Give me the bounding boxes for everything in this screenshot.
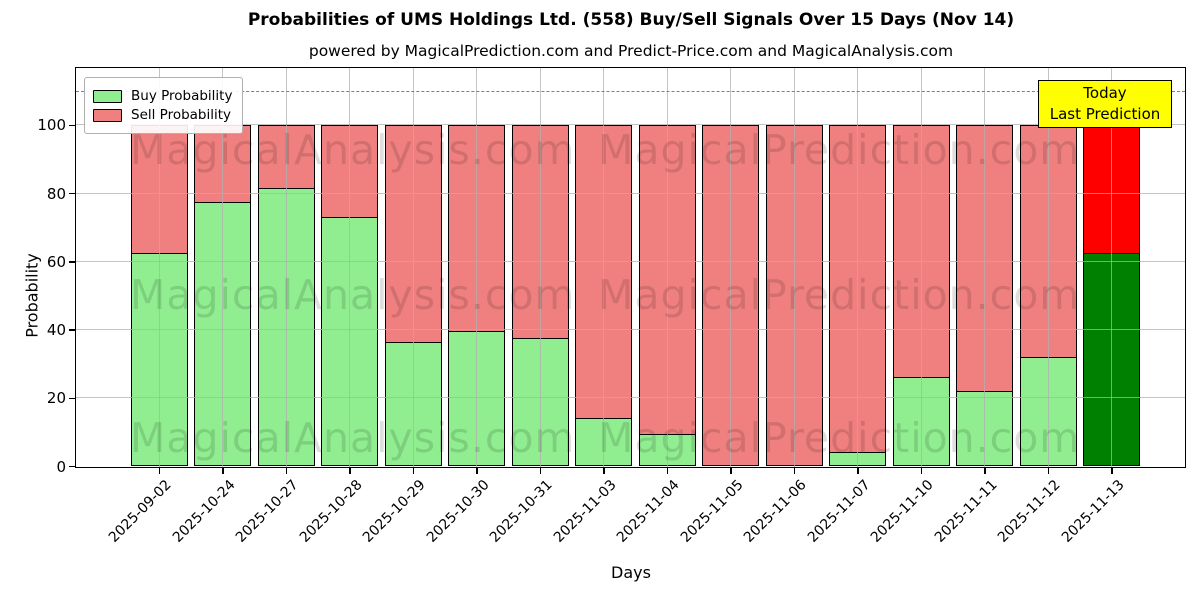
legend-label-buy: Buy Probability [131, 88, 233, 104]
gridline-h-80 [76, 192, 1185, 194]
legend-entry-sell: Sell Probability [93, 107, 232, 123]
today-annotation-line2: Last Prediction [1049, 105, 1161, 123]
x-tick [730, 468, 732, 474]
gridline-v [730, 68, 731, 467]
legend: Buy Probability Sell Probability [84, 77, 244, 134]
x-tick [857, 468, 859, 474]
gridline-h-60 [76, 260, 1185, 262]
x-tick-label: 2025-11-05 [677, 477, 747, 546]
today-annotation-line1: Today [1083, 84, 1127, 102]
plot-area: Buy Probability Sell Probability Today L… [75, 67, 1186, 468]
gridline-v [1047, 68, 1049, 467]
gridline-v [158, 68, 160, 467]
y-tick-0 [69, 465, 75, 468]
gridline-v [984, 68, 985, 467]
x-tick-label: 2025-11-10 [867, 477, 937, 546]
x-tick-label: 2025-10-29 [359, 477, 429, 546]
y-tick-100 [69, 124, 75, 127]
x-tick [984, 468, 986, 474]
gridline-v [1111, 68, 1112, 467]
x-tick-label: 2025-11-03 [550, 477, 620, 546]
gridline-v [476, 68, 477, 467]
buy-probability-swatch [93, 89, 122, 103]
gridline-v [603, 68, 604, 467]
x-tick-label: 2025-10-30 [423, 477, 493, 546]
x-tick-label: 2025-11-07 [804, 477, 874, 546]
x-tick-label: 2025-10-28 [296, 477, 366, 546]
dashed-threshold-line [76, 90, 1185, 92]
x-tick [412, 468, 415, 474]
x-tick-label: 2025-11-11 [931, 477, 1001, 546]
x-tick [1111, 468, 1113, 474]
y-axis-label: Probability [22, 253, 42, 338]
x-tick-label: 2025-09-02 [105, 477, 175, 546]
chart-title: Probabilities of UMS Holdings Ltd. (558)… [247, 10, 1015, 30]
gridline-h-20 [76, 397, 1185, 399]
gridline-v [666, 68, 668, 467]
y-tick-label-0: 0 [56, 457, 66, 476]
x-tick-label: 2025-11-06 [740, 477, 810, 546]
y-tick-label-20: 20 [46, 389, 66, 408]
today-annotation: Today Last Prediction [1038, 80, 1172, 128]
chart-subtitle: powered by MagicalPrediction.com and Pre… [308, 42, 954, 60]
legend-entry-buy: Buy Probability [93, 88, 232, 104]
gridline-v [349, 68, 350, 467]
gridline-v [222, 68, 223, 467]
x-tick-label: 2025-10-27 [232, 477, 302, 546]
y-tick-60 [69, 261, 75, 263]
x-tick-label: 2025-11-13 [1058, 477, 1128, 546]
x-tick-label: 2025-10-24 [169, 477, 239, 546]
x-tick [666, 468, 669, 474]
x-axis-label: Days [611, 563, 651, 582]
y-tick-20 [69, 397, 75, 399]
sell-probability-swatch [93, 108, 122, 122]
gridline-v [539, 68, 541, 467]
y-tick-label-60: 60 [46, 252, 66, 271]
y-tick-80 [69, 192, 75, 195]
gridline-v [920, 68, 922, 467]
x-tick [349, 468, 351, 474]
x-tick-label: 2025-10-31 [486, 477, 556, 546]
gridline-v [412, 68, 414, 467]
x-tick [158, 468, 161, 474]
y-tick-label-40: 40 [46, 321, 66, 340]
gridline-v [285, 68, 287, 467]
x-tick [920, 468, 923, 474]
x-tick-label: 2025-11-12 [994, 477, 1064, 546]
x-tick [1047, 468, 1050, 474]
gridline-v [793, 68, 795, 467]
x-tick [222, 468, 224, 474]
gridline-v [857, 68, 858, 467]
x-tick [603, 468, 605, 474]
y-tick-label-80: 80 [46, 184, 66, 203]
y-tick-40 [69, 329, 75, 331]
legend-label-sell: Sell Probability [131, 107, 232, 123]
gridline-h-40 [76, 329, 1185, 331]
x-tick [285, 468, 288, 474]
x-tick [793, 468, 796, 474]
x-tick [476, 468, 478, 474]
gridline-h-100 [76, 124, 1185, 126]
x-tick [539, 468, 542, 474]
y-tick-label-100: 100 [37, 116, 66, 135]
x-tick-label: 2025-11-04 [613, 477, 683, 546]
